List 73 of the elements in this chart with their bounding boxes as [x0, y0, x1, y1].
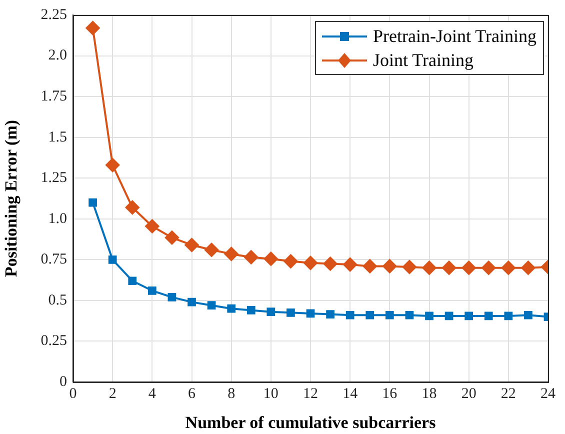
y-tick-label: 1.5 [48, 129, 67, 146]
point [385, 310, 394, 320]
point [501, 260, 516, 275]
point [422, 260, 436, 275]
point [286, 308, 295, 317]
x-tick-label: 20 [461, 386, 476, 402]
y-tick-label: 0.75 [40, 252, 67, 268]
point [266, 308, 276, 316]
point [168, 293, 176, 302]
point [128, 276, 137, 286]
y-axis-title: Positioning Error (m) [2, 120, 21, 278]
point [482, 260, 496, 275]
point [106, 158, 120, 172]
point [405, 310, 414, 320]
point [504, 312, 513, 320]
y-tick-label: 1.0 [48, 210, 67, 227]
point [306, 309, 315, 318]
x-axis-title: Number of cumulative subcarriers [185, 413, 436, 432]
point [164, 230, 179, 245]
point [346, 310, 354, 320]
point [184, 238, 199, 252]
point [444, 312, 454, 320]
x-tick-label: 16 [382, 386, 398, 402]
point [524, 310, 532, 320]
y-tick-label: 1.25 [40, 170, 67, 186]
point [362, 259, 377, 274]
x-tick-label: 18 [422, 386, 437, 402]
point [304, 256, 318, 270]
point [323, 256, 338, 271]
y-tick-label: 0.25 [40, 333, 67, 350]
x-tick-label: 10 [263, 386, 278, 402]
point [246, 306, 256, 314]
point [382, 259, 397, 274]
x-tick-label: 6 [188, 386, 196, 402]
x-tick-label: 14 [342, 386, 358, 402]
point [366, 310, 374, 320]
point [462, 260, 476, 275]
legend-label: Joint Training [373, 50, 474, 70]
x-tick-label: 2 [108, 386, 116, 402]
point [188, 298, 196, 306]
point [521, 260, 536, 275]
x-tick-label: 0 [69, 386, 77, 402]
x-tick-label: 8 [228, 386, 236, 402]
point [442, 260, 456, 275]
point [244, 250, 258, 264]
point [88, 198, 97, 207]
y-tick-label: 1.75 [40, 88, 67, 104]
point [264, 252, 278, 266]
x-tick-label: 4 [148, 386, 156, 402]
point [86, 21, 100, 36]
point [204, 242, 219, 257]
point [145, 219, 160, 234]
point [224, 246, 238, 261]
y-tick-label: 2.25 [40, 6, 67, 23]
x-tick-label: 12 [303, 386, 318, 402]
y-tick-label: 0.5 [48, 292, 67, 308]
y-tick-label: 0 [60, 374, 67, 390]
point [125, 200, 140, 214]
point [227, 304, 236, 313]
x-tick-label: 24 [540, 386, 556, 402]
legend-label: Pretrain-Joint Training [373, 26, 537, 46]
point [108, 255, 117, 264]
point [464, 312, 474, 320]
point [207, 301, 216, 310]
y-tick-label: 2.0 [48, 48, 67, 64]
point [343, 258, 358, 272]
point [484, 312, 493, 320]
point [284, 254, 298, 268]
x-tick-label: 22 [500, 386, 516, 402]
point [148, 286, 156, 295]
point [326, 310, 334, 318]
point [402, 260, 416, 274]
point [425, 312, 434, 320]
